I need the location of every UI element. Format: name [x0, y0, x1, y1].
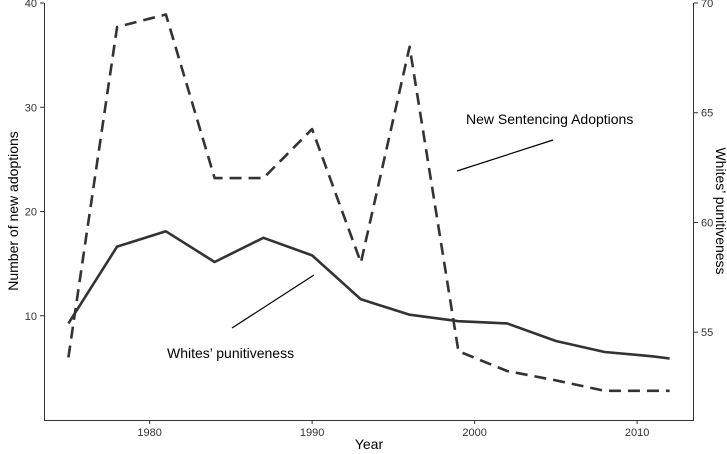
x-tick-label: 1990 [300, 427, 324, 439]
y-axis-right-title: Whites’ punitiveness [713, 147, 727, 274]
y-right-tick-label: 70 [701, 0, 713, 10]
y-right-tick-label: 65 [701, 108, 713, 120]
y-left-tick-label: 40 [25, 0, 37, 10]
y-left-tick-label: 30 [25, 102, 37, 114]
x-tick-label: 2000 [462, 427, 486, 439]
y-axis-left-title: Number of new adoptions [5, 131, 21, 291]
annotation-pointer-adoptions [456, 139, 554, 172]
annotation-label-punitiveness: Whites’ punitiveness [167, 345, 294, 361]
y-left-tick-label: 10 [25, 311, 37, 323]
y-right-tick-label: 60 [701, 217, 713, 229]
annotation-pointer-punitiveness [231, 274, 315, 329]
annotation-layer: New Sentencing Adoptions Whites’ punitiv… [167, 111, 633, 361]
x-tick-label: 1980 [137, 427, 161, 439]
y-axis-left-ticks: 10 20 30 40 [25, 0, 44, 323]
series-line-adoptions [67, 13, 670, 393]
x-axis-ticks: 1980 1990 2000 2010 [137, 420, 649, 439]
series-line-punitiveness [67, 230, 670, 360]
series-layer [67, 13, 670, 393]
annotation-label-adoptions: New Sentencing Adoptions [466, 111, 633, 127]
y-left-tick-label: 20 [25, 207, 37, 219]
x-axis-title: Year [355, 436, 384, 452]
plot-area [44, 3, 694, 421]
y-right-tick-label: 55 [701, 327, 713, 339]
x-tick-label: 2010 [625, 427, 649, 439]
y-axis-right-ticks: 55 60 65 70 [694, 0, 713, 339]
